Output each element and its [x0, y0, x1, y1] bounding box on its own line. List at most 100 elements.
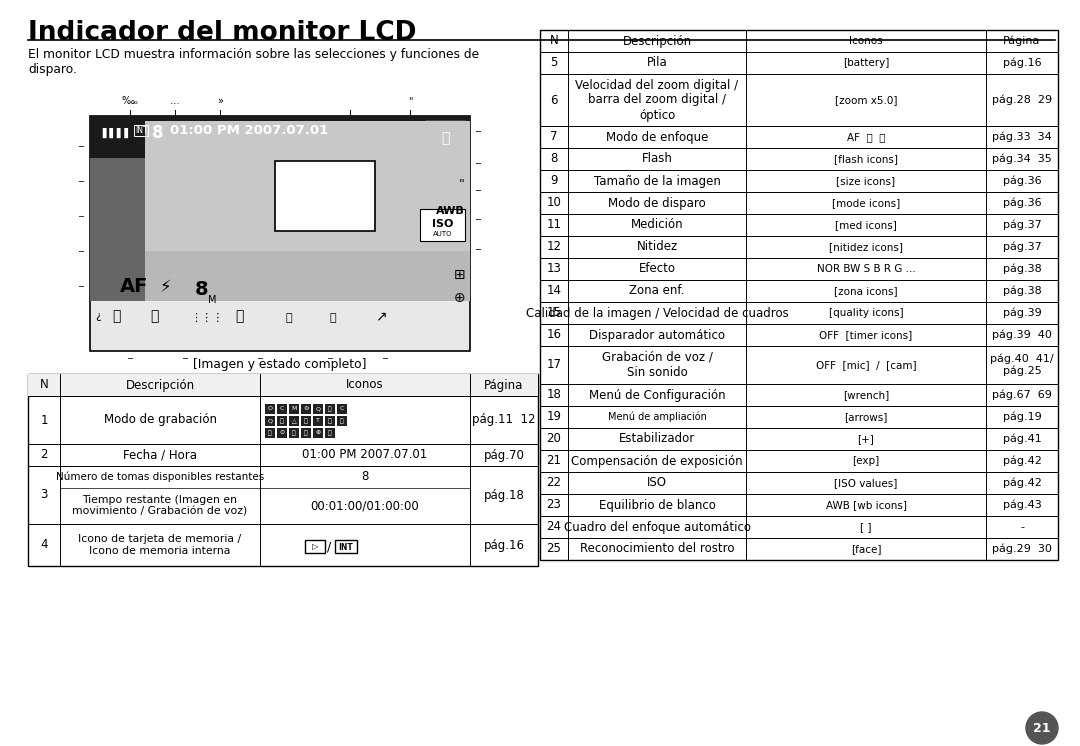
Text: M: M [292, 407, 297, 412]
Text: ─: ─ [183, 353, 188, 362]
Text: Flash: Flash [642, 152, 673, 166]
Text: M: M [208, 295, 216, 305]
Text: Menú de Configuración: Menú de Configuración [589, 389, 726, 401]
Text: Número de tomas disponibles restantes: Número de tomas disponibles restantes [56, 471, 265, 482]
Text: [zoom x5.0]: [zoom x5.0] [835, 95, 897, 105]
Text: Iconos: Iconos [849, 36, 882, 46]
Text: 3: 3 [40, 489, 48, 501]
Text: pág.11  12: pág.11 12 [472, 413, 536, 427]
Text: 18: 18 [546, 389, 562, 401]
Text: 🅟: 🅟 [441, 131, 449, 145]
Text: [size icons]: [size icons] [836, 176, 895, 186]
Text: Efecto: Efecto [638, 263, 675, 275]
Bar [276, 404, 287, 414]
Text: Disparador automático: Disparador automático [589, 328, 725, 342]
Text: 19: 19 [546, 410, 562, 424]
Text: 17: 17 [546, 359, 562, 372]
Text: 20: 20 [546, 433, 562, 445]
Text: 9: 9 [550, 175, 557, 187]
Text: AF  🌿  🌸: AF 🌿 🌸 [847, 132, 886, 142]
Text: ─: ─ [475, 215, 480, 224]
Bar [289, 428, 299, 438]
Text: 21: 21 [1034, 721, 1051, 735]
Text: -: - [1020, 522, 1024, 532]
Text: …: … [171, 96, 180, 106]
Text: Tamaño de la imagen: Tamaño de la imagen [594, 175, 720, 187]
Bar [313, 428, 323, 438]
Text: Página: Página [1003, 36, 1041, 46]
Bar [90, 116, 470, 351]
Bar [301, 404, 311, 414]
Text: [ ]: [ ] [861, 522, 872, 532]
Bar [301, 428, 311, 438]
Bar [325, 416, 335, 426]
Text: Iconos: Iconos [347, 378, 383, 392]
Text: Nitidez: Nitidez [636, 240, 677, 254]
Text: ⚡: ⚡ [160, 278, 172, 296]
Text: ⊕: ⊕ [454, 291, 465, 305]
Text: 8: 8 [195, 280, 208, 299]
Text: ─: ─ [78, 212, 83, 221]
Text: ⬛: ⬛ [150, 309, 159, 323]
Text: 16: 16 [546, 328, 562, 342]
Text: Tiempo restante (Imagen en
movimiento / Grabación de voz): Tiempo restante (Imagen en movimiento / … [72, 495, 247, 517]
Text: ": " [408, 96, 413, 106]
Text: 01:00 PM 2007.07.01: 01:00 PM 2007.07.01 [170, 124, 328, 137]
Text: ─: ─ [382, 353, 388, 362]
Text: pág.37: pág.37 [1002, 220, 1041, 231]
Bar [145, 121, 470, 251]
Text: pág.34  35: pág.34 35 [993, 154, 1052, 164]
Text: pág.67  69: pág.67 69 [993, 389, 1052, 401]
Text: pág.40  41/
pág.25: pág.40 41/ pág.25 [990, 354, 1054, 376]
Text: 00:01:00/01:00:00: 00:01:00/01:00:00 [311, 500, 419, 513]
Text: 🎨: 🎨 [268, 430, 272, 436]
Text: Descripción: Descripción [622, 34, 691, 48]
Text: ⊕: ⊕ [315, 430, 321, 436]
Text: O: O [268, 407, 272, 412]
Text: 8: 8 [152, 124, 163, 142]
Text: [flash icons]: [flash icons] [834, 154, 897, 164]
Text: pág.39  40: pág.39 40 [993, 330, 1052, 340]
Text: Zona enf.: Zona enf. [630, 284, 685, 298]
Text: 🔧: 🔧 [330, 313, 337, 323]
Text: 🌙: 🌙 [328, 407, 332, 412]
Bar [275, 161, 375, 231]
Bar [337, 416, 347, 426]
Text: T: T [316, 419, 320, 424]
Bar [426, 121, 465, 156]
Text: ⋮⋮⋮: ⋮⋮⋮ [190, 313, 224, 323]
Text: 8: 8 [362, 471, 368, 483]
Text: OFF  [timer icons]: OFF [timer icons] [820, 330, 913, 340]
Text: Pila: Pila [647, 57, 667, 69]
Text: ─: ─ [475, 245, 480, 254]
Bar [28, 374, 538, 396]
Bar [301, 416, 311, 426]
Text: [arrows]: [arrows] [845, 412, 888, 422]
Text: ─: ─ [78, 246, 83, 255]
Text: INT: INT [135, 126, 148, 135]
Text: Indicador del monitor LCD: Indicador del monitor LCD [28, 20, 417, 46]
Bar [289, 416, 299, 426]
Text: 21: 21 [546, 454, 562, 468]
Text: ─: ─ [127, 353, 133, 362]
Text: NOR BW S B R G ...: NOR BW S B R G ... [816, 264, 916, 274]
Bar [335, 540, 357, 553]
Text: C: C [340, 407, 345, 412]
Text: pág.16: pág.16 [484, 539, 525, 551]
Text: 24: 24 [546, 521, 562, 533]
Text: [battery]: [battery] [842, 58, 889, 68]
Text: pág.38: pág.38 [1002, 264, 1041, 275]
Text: Q: Q [268, 419, 272, 424]
Bar [420, 209, 465, 241]
Text: [Imagen y estado completo]: [Imagen y estado completo] [193, 358, 367, 371]
Text: [ISO values]: [ISO values] [835, 478, 897, 488]
Text: △: △ [292, 419, 296, 424]
Text: Equilibrio de blanco: Equilibrio de blanco [598, 498, 715, 512]
Text: 💡: 💡 [328, 419, 332, 424]
Text: pág.39: pág.39 [1002, 308, 1041, 319]
Text: 🎤: 🎤 [285, 313, 292, 323]
Text: ⬛: ⬛ [340, 419, 343, 424]
Bar [276, 428, 287, 438]
Text: pág.42: pág.42 [1002, 477, 1041, 488]
Text: ⏱: ⏱ [235, 309, 243, 323]
